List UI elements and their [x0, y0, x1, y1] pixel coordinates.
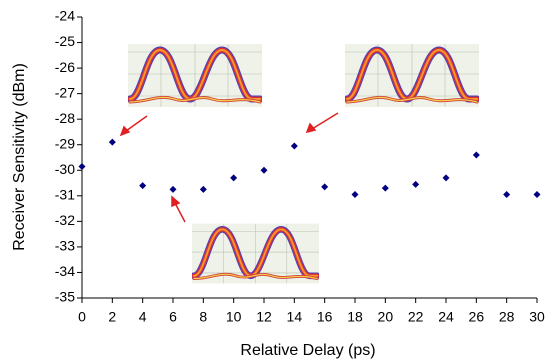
- point: [412, 181, 419, 188]
- x-tick-label: 26: [469, 309, 485, 325]
- point: [443, 174, 450, 181]
- point: [473, 151, 480, 158]
- x-tick-label: 20: [378, 309, 394, 325]
- x-tick-label: 8: [199, 309, 207, 325]
- y-tick-label: -35: [55, 289, 75, 305]
- x-tick-label: 28: [499, 309, 515, 325]
- x-tick-label: 12: [256, 309, 272, 325]
- y-tick-label: -29: [55, 135, 75, 151]
- x-tick-label: 24: [438, 309, 454, 325]
- x-tick-label: 30: [529, 309, 545, 325]
- point: [261, 167, 268, 174]
- arrows: [121, 113, 338, 222]
- y-tick-label: -26: [55, 59, 75, 75]
- y-tick-label: -30: [55, 161, 75, 177]
- point: [352, 191, 359, 198]
- point: [321, 183, 328, 190]
- x-tick-label: 14: [287, 309, 303, 325]
- y-tick-label: -33: [55, 238, 75, 254]
- point: [503, 191, 510, 198]
- x-axis-title: Relative Delay (ps): [240, 342, 375, 359]
- point: [109, 139, 116, 146]
- y-tick-label: -24: [55, 8, 75, 24]
- point: [534, 191, 541, 198]
- point: [382, 185, 389, 192]
- y-tick-label: -31: [55, 187, 75, 203]
- y-tick-label: -25: [55, 33, 75, 49]
- y-tick-label: -28: [55, 110, 75, 126]
- x-tick-label: 6: [169, 309, 177, 325]
- point: [79, 163, 86, 170]
- x-tick-label: 0: [78, 309, 86, 325]
- x-tick-label: 22: [408, 309, 424, 325]
- x-tick-label: 4: [139, 309, 147, 325]
- x-tick-label: 2: [108, 309, 116, 325]
- x-tick-label: 18: [347, 309, 363, 325]
- y-axis-title: Receiver Sensitivity (dBm): [11, 63, 28, 251]
- point: [230, 174, 237, 181]
- point: [291, 143, 298, 150]
- point: [170, 186, 177, 193]
- x-tick-label: 16: [317, 309, 333, 325]
- eye-diagrams: [128, 44, 479, 283]
- point: [200, 186, 207, 193]
- y-tick-label: -27: [55, 84, 75, 100]
- point: [139, 182, 146, 189]
- x-tick-label: 10: [226, 309, 242, 325]
- y-tick-label: -32: [55, 212, 75, 228]
- y-tick-label: -34: [55, 263, 75, 279]
- chart: Relative Delay (ps) Receiver Sensitivity…: [0, 0, 547, 363]
